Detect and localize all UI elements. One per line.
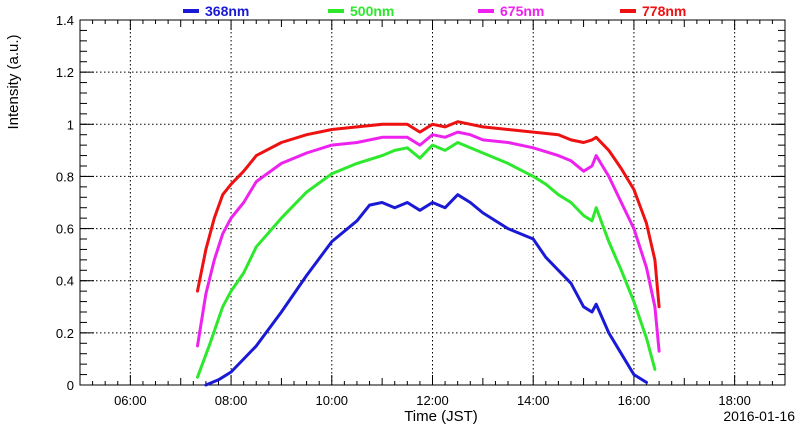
legend-label: 500nm — [350, 3, 394, 19]
legend-label: 675nm — [500, 3, 544, 19]
legend-label: 368nm — [205, 3, 249, 19]
x-axis-title: Time (JST) — [404, 408, 478, 425]
x-tick-label: 14:00 — [517, 393, 550, 408]
y-tick-label: 0.6 — [56, 222, 74, 237]
x-tick-label: 16:00 — [618, 393, 651, 408]
legend: 368nm 500nm 675nm 778nm — [183, 3, 686, 19]
series-line-500nm — [196, 141, 657, 379]
x-tick-label: 10:00 — [316, 393, 349, 408]
x-tick-label: 08:00 — [215, 393, 248, 408]
date-label: 2016-01-16 — [723, 408, 795, 424]
x-tick-label: 12:00 — [416, 393, 449, 408]
y-tick-label: 1.2 — [56, 65, 74, 80]
axis-ticks: 06:00 08:00 10:00 12:00 14:00 16:00 18:00 0 0.2 0… — [56, 13, 786, 408]
x-tick-label: 18:00 — [718, 393, 751, 408]
legend-label: 778nm — [642, 3, 686, 19]
series-line-368nm — [204, 193, 648, 387]
y-tick-label: 1 — [67, 117, 74, 132]
y-tick-label: 0.4 — [56, 274, 74, 289]
y-tick-label: 0.8 — [56, 169, 74, 184]
x-tick-label: 06:00 — [114, 393, 147, 408]
series-layer — [196, 120, 661, 387]
y-tick-label: 0 — [67, 378, 74, 393]
y-tick-label: 0.2 — [56, 326, 74, 341]
series-line-778nm — [196, 120, 661, 309]
series-line-675nm — [196, 130, 661, 353]
y-tick-label: 1.4 — [56, 13, 74, 28]
grid — [80, 20, 785, 385]
y-axis-title: Intensity (a.u.) — [5, 34, 22, 129]
